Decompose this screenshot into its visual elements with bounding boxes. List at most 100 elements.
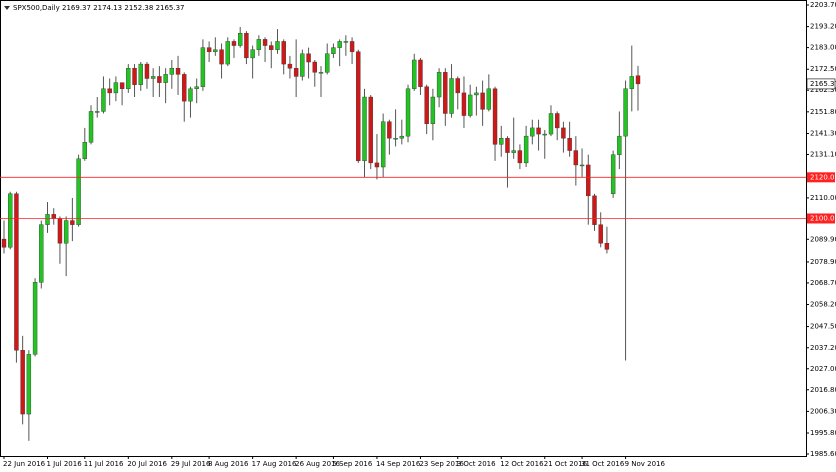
candle-body [157, 76, 162, 83]
candle-body [343, 41, 349, 43]
y-tick-label: 2193.20 [810, 23, 836, 31]
y-tick-label: 2016.80 [810, 386, 836, 394]
candle-body [337, 41, 342, 48]
x-tick-label: 11 Jul 2016 [84, 460, 124, 468]
candle-body [300, 53, 305, 77]
candle-body [20, 350, 25, 415]
candle-body [126, 68, 131, 89]
candle-body [511, 150, 516, 153]
level-label: 2100.00 [810, 214, 836, 222]
candle-body [635, 75, 641, 85]
candle-body [412, 59, 417, 89]
x-tick-label: 14 Sep 2016 [376, 460, 421, 468]
candle-body [499, 137, 504, 145]
y-tick-label: 1995.80 [810, 429, 836, 437]
x-tick-label: 3 Oct 2016 [457, 460, 496, 468]
candle-body [598, 224, 603, 244]
candle-body [542, 133, 547, 136]
y-tick-label: 2037.20 [810, 344, 836, 352]
y-tick-label: 2068.70 [810, 279, 836, 287]
candle-body [132, 68, 137, 85]
candle-body [51, 214, 56, 219]
candle-body [592, 195, 597, 225]
x-tick-label: 12 Oct 2016 [500, 460, 544, 468]
y-tick-label: 2203.70 [810, 1, 836, 9]
candle-body [399, 135, 405, 139]
x-tick-label: 22 Jun 2016 [3, 460, 46, 468]
candle-body [163, 74, 168, 83]
candle-body [32, 282, 38, 355]
candle-body [536, 127, 541, 135]
candle-body [107, 88, 112, 94]
candle-body [8, 193, 13, 248]
candle-body [88, 111, 94, 143]
candle-body [349, 41, 355, 52]
symbol: SPX500,Daily [13, 4, 60, 12]
y-tick-label: 2078.90 [810, 258, 836, 266]
candle-body [617, 135, 622, 155]
candle-body [474, 92, 479, 96]
candle-body [467, 94, 473, 116]
header-high: 2174.13 [93, 4, 122, 12]
y-tick-label: 2131.10 [810, 150, 836, 158]
candle-body [486, 88, 492, 110]
x-tick-label: 26 Aug 2016 [295, 460, 340, 468]
chart-header: SPX500,Daily 2169.37 2174.13 2152.38 216… [13, 4, 185, 12]
candle-body [362, 96, 367, 162]
candle-body [113, 82, 119, 94]
candle-body [39, 224, 44, 283]
candle-body [182, 74, 187, 102]
candle-body [443, 72, 448, 114]
candle-body [188, 88, 193, 102]
candle-body [480, 92, 485, 110]
candle-body [70, 220, 75, 225]
candle-body [430, 96, 436, 124]
candle-body [250, 49, 255, 59]
candle-body [461, 92, 467, 116]
candle-body [256, 39, 262, 50]
candle-body [586, 164, 591, 197]
candle-body [561, 127, 566, 139]
candle-body [138, 63, 143, 85]
y-tick-label: 2027.00 [810, 365, 836, 373]
plot-frame [0, 0, 807, 457]
x-tick-label: 1 Jul 2016 [47, 460, 83, 468]
candle-body [318, 72, 324, 74]
level-label-box [807, 172, 835, 183]
y-tick-label: 2183.00 [810, 44, 836, 52]
candle-body [610, 154, 616, 194]
candle-body [213, 49, 218, 52]
candle-body [76, 158, 81, 225]
candle-body [293, 68, 299, 77]
candle-body [374, 162, 380, 168]
candle-body [368, 96, 373, 164]
candle-body [200, 47, 206, 87]
candle-body [449, 78, 454, 114]
price-box [806, 78, 836, 90]
candle-body [387, 121, 392, 139]
candle-body [455, 78, 460, 94]
y-tick-label: 2089.90 [810, 235, 836, 243]
x-tick-label: 8 Aug 2016 [208, 460, 249, 468]
candle-body [579, 164, 585, 167]
candle-body [14, 193, 19, 351]
candle-body [517, 150, 523, 164]
candle-body [262, 39, 268, 46]
candle-body [287, 63, 293, 69]
y-tick-label: 2162.30 [810, 86, 836, 94]
candle-body [281, 41, 286, 65]
header-close: 2165.37 [156, 4, 185, 12]
header-open: 2169.37 [62, 4, 91, 12]
x-tick-label: 31 Oct 2016 [581, 460, 625, 468]
x-tick-label: 9 Nov 2016 [625, 460, 666, 468]
x-tick-label: 20 Jul 2016 [127, 460, 167, 468]
candle-body [312, 61, 317, 73]
y-tick-label: 2006.30 [810, 407, 836, 415]
level-label-box [807, 213, 835, 224]
x-tick-label: 21 Oct 2016 [544, 460, 588, 468]
candle-body [1, 238, 7, 248]
candle-body [101, 88, 106, 112]
candle-body [325, 53, 330, 73]
